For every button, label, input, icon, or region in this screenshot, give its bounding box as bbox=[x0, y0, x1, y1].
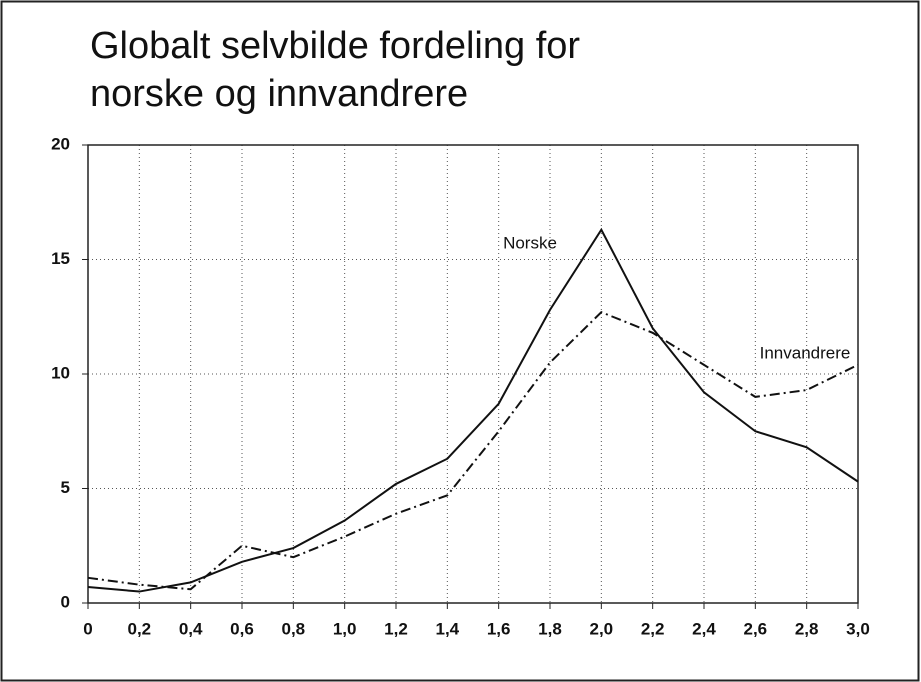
series-label: Innvandrere bbox=[760, 343, 851, 362]
x-tick-label: 2,4 bbox=[692, 619, 716, 638]
y-tick-label: 0 bbox=[61, 592, 70, 611]
x-tick-label: 0,2 bbox=[128, 619, 152, 638]
x-tick-label: 2,8 bbox=[795, 619, 819, 638]
x-tick-label: 0 bbox=[83, 619, 92, 638]
y-tick-label: 10 bbox=[51, 363, 70, 382]
x-tick-label: 1,4 bbox=[436, 619, 460, 638]
x-tick-label: 0,8 bbox=[282, 619, 306, 638]
plot-area bbox=[87, 144, 859, 604]
chart-title: Globalt selvbilde fordeling for bbox=[90, 25, 580, 67]
chart-title: norske og innvandrere bbox=[90, 73, 468, 115]
x-tick-label: 0,4 bbox=[179, 619, 203, 638]
series-line bbox=[87, 227, 859, 593]
y-tick-label: 20 bbox=[51, 134, 70, 153]
x-tick-label: 2,0 bbox=[590, 619, 614, 638]
x-tick-label: 1,8 bbox=[538, 619, 562, 638]
series-label: Norske bbox=[503, 233, 557, 252]
x-tick-label: 2,2 bbox=[641, 619, 665, 638]
x-tick-label: 2,6 bbox=[744, 619, 768, 638]
y-tick-label: 15 bbox=[51, 249, 70, 268]
x-tick-label: 1,6 bbox=[487, 619, 511, 638]
x-tick-label: 0,6 bbox=[230, 619, 254, 638]
series-line bbox=[87, 310, 859, 591]
x-tick-label: 1,0 bbox=[333, 619, 357, 638]
y-tick-label: 5 bbox=[61, 478, 70, 497]
x-tick-label: 1,2 bbox=[384, 619, 408, 638]
x-tick-label: 3,0 bbox=[846, 619, 870, 638]
